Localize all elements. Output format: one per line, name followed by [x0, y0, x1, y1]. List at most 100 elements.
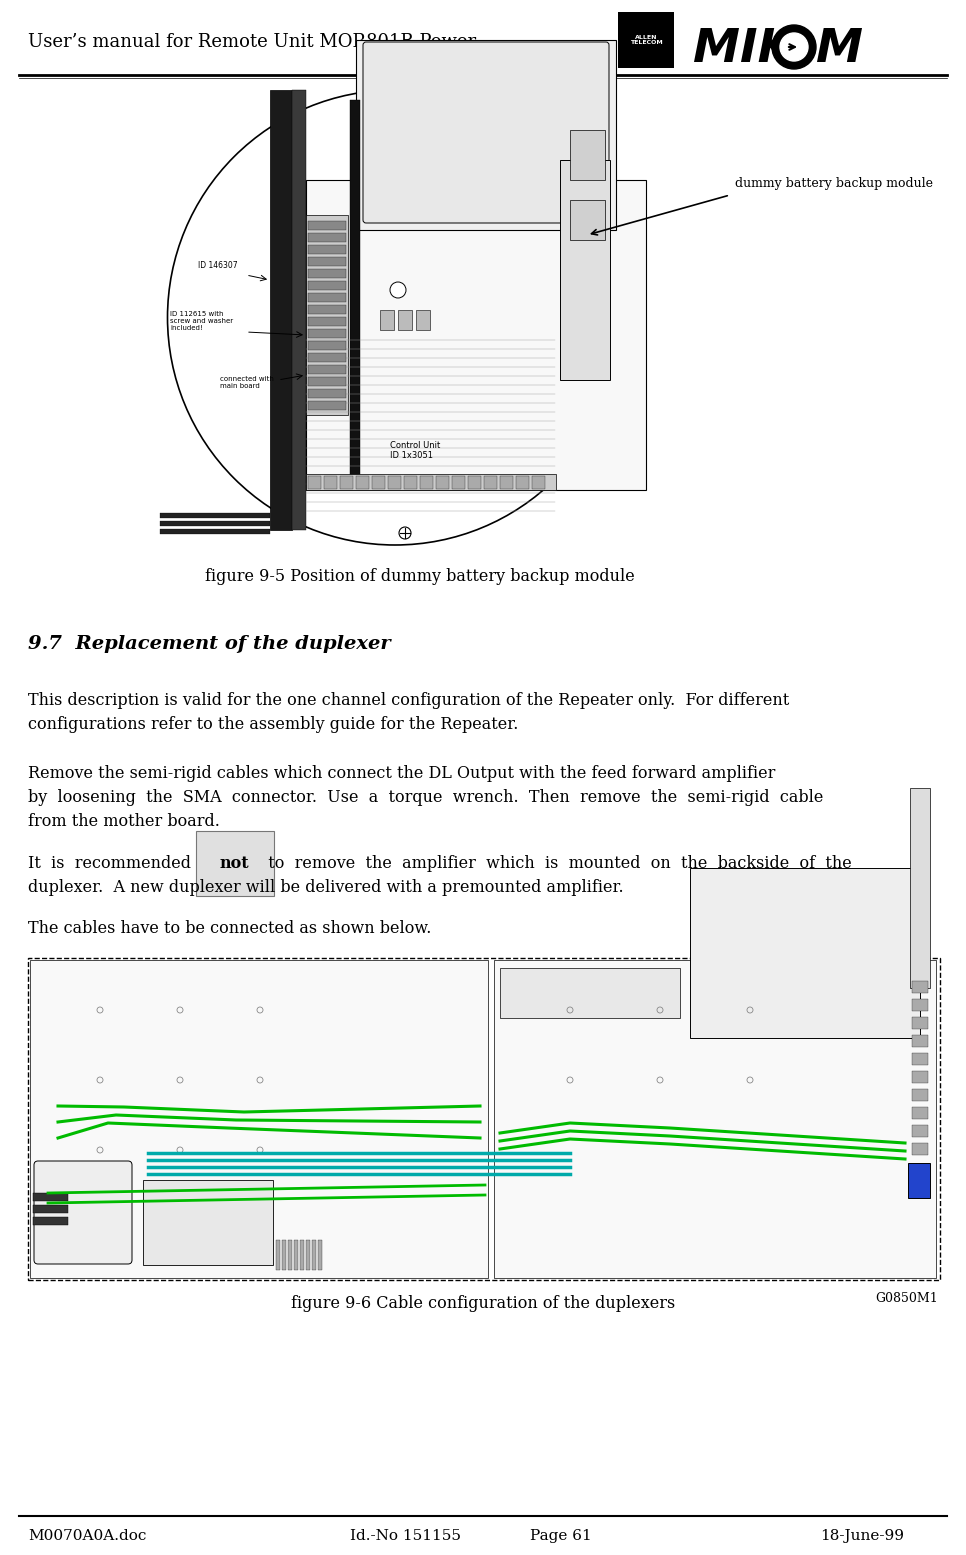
Bar [33, 1193, 68, 1200]
Bar [308, 257, 346, 266]
Text: figure 9-6 Cable configuration of the duplexers: figure 9-6 Cable configuration of the du… [291, 1295, 675, 1312]
Text: This description is valid for the one channel configuration of the Repeater only: This description is valid for the one ch… [28, 692, 789, 709]
Bar [912, 1107, 928, 1120]
Text: dummy battery backup module: dummy battery backup module [735, 177, 933, 190]
Bar [308, 221, 346, 230]
Text: Remove the semi-rigid cables which connect the DL Output with the feed forward a: Remove the semi-rigid cables which conne… [28, 765, 776, 782]
Bar [404, 476, 417, 488]
Bar [276, 1239, 280, 1270]
Bar [420, 476, 433, 488]
Bar [160, 521, 270, 526]
Circle shape [780, 33, 808, 61]
Bar [350, 100, 360, 490]
Text: not: not [220, 855, 249, 872]
Bar [282, 1239, 286, 1270]
Bar [308, 305, 346, 314]
Text: MIK: MIK [693, 28, 794, 73]
Text: 9.7  Replacement of the duplexer: 9.7 Replacement of the duplexer [28, 634, 390, 653]
Bar [312, 1239, 316, 1270]
Bar [618, 12, 674, 68]
Text: Control Unit: Control Unit [390, 442, 440, 449]
Bar [306, 215, 348, 415]
Bar [388, 476, 401, 488]
Bar [912, 1017, 928, 1029]
Circle shape [167, 90, 622, 544]
Bar [356, 40, 616, 230]
Text: connected with
main board: connected with main board [220, 376, 274, 389]
Bar [912, 981, 928, 994]
Bar [560, 160, 610, 379]
Bar [308, 401, 346, 411]
Text: M: M [816, 28, 863, 73]
Bar [308, 330, 346, 337]
Bar [292, 90, 306, 530]
Text: ID 112615 with
screw and washer
included!: ID 112615 with screw and washer included… [170, 311, 233, 331]
Text: from the mother board.: from the mother board. [28, 813, 220, 830]
Bar [308, 281, 346, 289]
Bar [306, 474, 556, 490]
Bar [300, 1239, 304, 1270]
Text: by  loosening  the  SMA  connector.  Use  a  torque  wrench.  Then  remove  the : by loosening the SMA connector. Use a to… [28, 788, 823, 805]
Bar [372, 476, 385, 488]
Bar [500, 476, 513, 488]
Bar [308, 246, 346, 253]
Text: It  is  recommended: It is recommended [28, 855, 201, 872]
Bar [912, 1124, 928, 1137]
Text: Id.-No 151155: Id.-No 151155 [350, 1529, 461, 1543]
Bar [494, 959, 936, 1278]
Bar [324, 476, 337, 488]
Bar [516, 476, 529, 488]
Bar [288, 1239, 292, 1270]
Bar [308, 317, 346, 327]
Bar [28, 958, 940, 1280]
Bar [910, 788, 930, 987]
Bar [270, 90, 292, 530]
Bar [306, 1239, 310, 1270]
Bar [306, 180, 646, 490]
Text: M0070A0A.doc: M0070A0A.doc [28, 1529, 147, 1543]
Bar [33, 1205, 68, 1213]
Text: figure 9-5 Position of dummy battery backup module: figure 9-5 Position of dummy battery bac… [205, 568, 635, 585]
Text: ID 146307: ID 146307 [198, 261, 238, 271]
Bar [308, 233, 346, 243]
Text: configurations refer to the assembly guide for the Repeater.: configurations refer to the assembly gui… [28, 715, 519, 732]
Bar [436, 476, 449, 488]
Bar [30, 959, 488, 1278]
Bar [318, 1239, 322, 1270]
Text: Page 61: Page 61 [530, 1529, 592, 1543]
Bar [308, 476, 321, 488]
Bar [308, 376, 346, 386]
Bar [340, 476, 353, 488]
Bar [912, 1036, 928, 1047]
Bar [398, 309, 412, 330]
Bar [33, 1218, 68, 1225]
Text: ALLEN
TELECOM: ALLEN TELECOM [630, 34, 663, 45]
FancyBboxPatch shape [363, 42, 609, 222]
Bar [356, 476, 369, 488]
Bar [690, 868, 920, 1039]
Bar [294, 1239, 298, 1270]
Bar [570, 201, 605, 239]
Bar [160, 529, 270, 533]
Circle shape [772, 25, 816, 68]
Bar [143, 1180, 273, 1266]
Bar [308, 365, 346, 375]
Bar [308, 292, 346, 302]
Bar [912, 1053, 928, 1065]
Bar [912, 1071, 928, 1082]
Bar [912, 998, 928, 1011]
Text: User’s manual for Remote Unit MOR801B Power: User’s manual for Remote Unit MOR801B Po… [28, 33, 476, 51]
Circle shape [390, 281, 406, 299]
Text: 18-June-99: 18-June-99 [820, 1529, 904, 1543]
Bar [380, 309, 394, 330]
Bar [912, 1088, 928, 1101]
Text: ID 1x3051: ID 1x3051 [390, 451, 433, 460]
Text: The cables have to be connected as shown below.: The cables have to be connected as shown… [28, 921, 432, 938]
Bar [484, 476, 497, 488]
Bar [308, 269, 346, 278]
Bar [452, 476, 465, 488]
Bar [908, 1163, 930, 1197]
Bar [308, 353, 346, 362]
Text: to  remove  the  amplifier  which  is  mounted  on  the  backside  of  the: to remove the amplifier which is mounted… [258, 855, 852, 872]
Bar [500, 969, 680, 1019]
